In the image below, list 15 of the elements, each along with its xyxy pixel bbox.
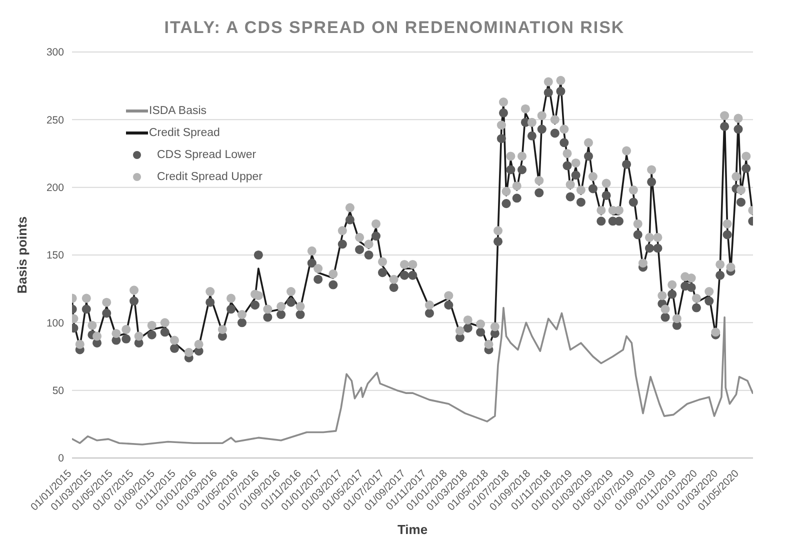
x-axis-title: Time bbox=[397, 522, 428, 537]
y-tick-label: 250 bbox=[46, 114, 64, 126]
legend-label: Credit Spread Upper bbox=[157, 171, 262, 183]
y-tick-label: 0 bbox=[58, 452, 64, 465]
y-tick-label: 100 bbox=[46, 317, 64, 330]
y-tick-label: 300 bbox=[46, 46, 64, 59]
chart-title: ITALY: A CDS SPREAD ON REDENOMINATION RISK bbox=[163, 18, 626, 38]
legend-label: ISDA Basis bbox=[149, 105, 207, 117]
line-series bbox=[72, 306, 753, 446]
legend-label: Credit Spread bbox=[149, 127, 220, 139]
y-tick-label: 50 bbox=[52, 385, 64, 398]
y-tick-label: 150 bbox=[46, 250, 64, 262]
y-axis-title: Basis points bbox=[14, 216, 30, 294]
legend-label: CDS Spread Lower bbox=[157, 149, 256, 161]
y-tick-label: 200 bbox=[46, 182, 64, 194]
